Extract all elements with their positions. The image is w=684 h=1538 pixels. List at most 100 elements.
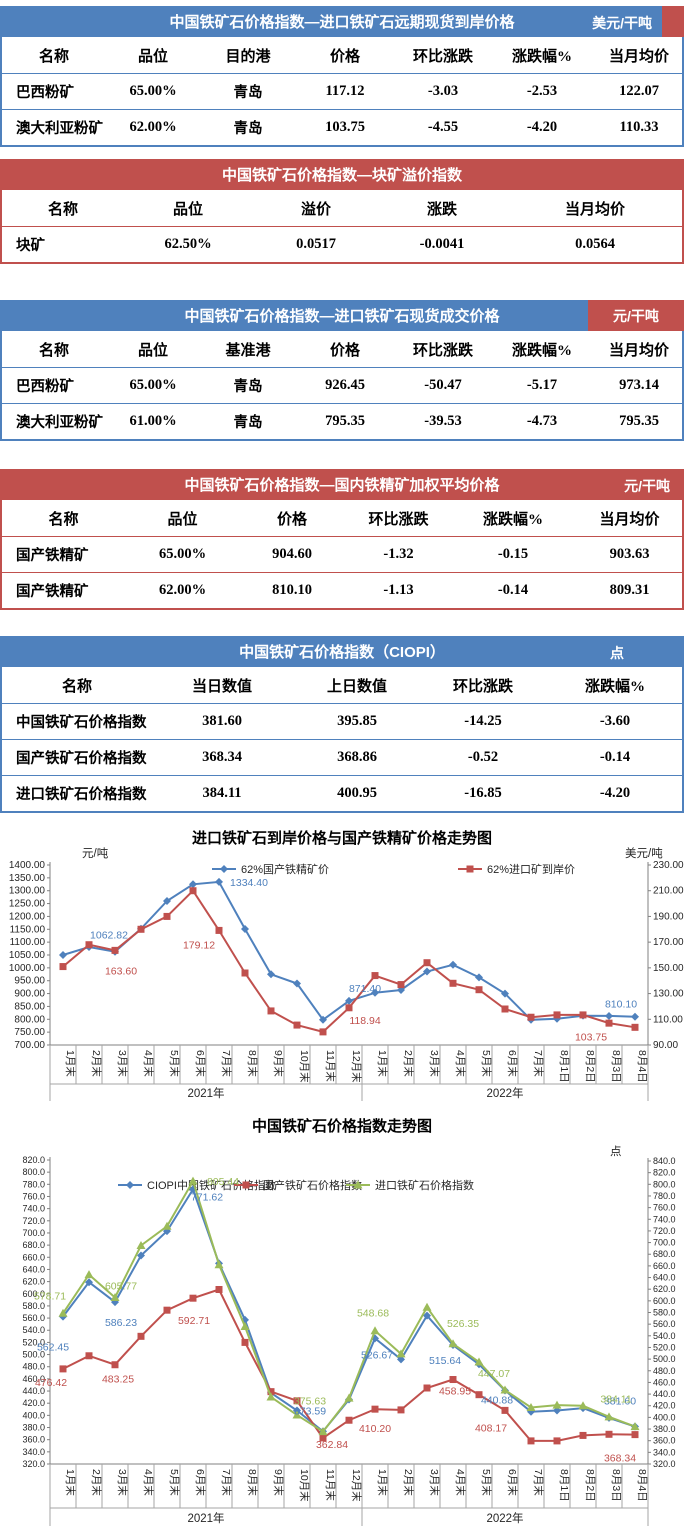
x-axis-label: 8月末 [246, 1050, 259, 1077]
chart-title: 中国铁矿石价格指数走势图 [252, 1117, 432, 1135]
square-marker [475, 1391, 483, 1399]
right-axis-tick: 480.0 [653, 1366, 676, 1376]
x-axis-label: 6月末 [506, 1050, 519, 1077]
x-axis-label: 3月末 [428, 1050, 441, 1077]
row-name-cell: 进口铁矿石价格指数 [2, 775, 152, 811]
data-label: 362.84 [316, 1439, 348, 1451]
row-name-cell: 巴西粉矿 [2, 73, 106, 110]
right-axis-tick: 680.0 [653, 1249, 676, 1259]
triangle-marker [448, 1339, 458, 1348]
right-axis-tick: 230.00 [653, 860, 684, 871]
data-label: 592.71 [178, 1315, 210, 1327]
x-axis-label: 2月末 [90, 1050, 103, 1077]
x-axis-label: 1月末 [64, 1050, 77, 1077]
x-axis-label: 3月末 [428, 1469, 441, 1496]
x-axis-label: 7月末 [532, 1050, 545, 1077]
data-label: 476.42 [35, 1377, 67, 1389]
table3-unit: 元/干吨 [613, 307, 659, 324]
column-header: 涨跌幅% [511, 48, 572, 65]
column-header-row: 名称 当日数值 上日数值 环比涨跌 涨跌幅% [2, 667, 684, 704]
column-header: 当月均价 [599, 511, 660, 528]
column-header-row: 名称 品位 价格 环比涨跌 涨跌幅% 当月均价 [2, 500, 684, 537]
table1-title: 中国铁矿石价格指数—进口铁矿石远期现货到岸价格 [169, 14, 515, 31]
data-label: 458.95 [439, 1386, 471, 1398]
diamond-marker [85, 1278, 93, 1287]
data-label: 410.20 [359, 1423, 391, 1435]
column-header: 环比涨跌 [452, 678, 513, 695]
year-group-label: 2021年 [187, 1086, 224, 1100]
square-marker [605, 1019, 613, 1027]
x-axis-label: 7月末 [220, 1050, 233, 1077]
column-header: 环比涨跌 [412, 342, 473, 359]
column-header: 品位 [172, 201, 203, 218]
square-marker [501, 1406, 509, 1414]
x-axis-label: 8月2日 [584, 1050, 596, 1083]
square-marker [449, 1376, 457, 1384]
chart-title: 进口铁矿石到岸价格与国产铁精矿价格走势图 [192, 829, 492, 847]
data-label: 179.12 [183, 939, 215, 951]
column-header: 名称 [38, 48, 69, 65]
x-axis-label: 8月1日 [558, 1469, 570, 1502]
square-marker [501, 1005, 509, 1013]
table4-header-band: 中国铁矿石价格指数—国内铁精矿加权平均价格 元/干吨 [0, 469, 684, 500]
square-marker [241, 1338, 249, 1346]
square-marker [475, 986, 483, 994]
row-name-cell: 块矿 [2, 226, 124, 262]
x-axis-label: 4月末 [142, 1050, 155, 1077]
left-axis-tick: 540.0 [22, 1325, 45, 1335]
column-header: 当日数值 [191, 678, 252, 695]
data-label: 103.75 [575, 1031, 607, 1043]
value-cell: 青岛 [200, 403, 296, 439]
left-axis-tick: 1050.00 [9, 950, 46, 961]
value-cell: 795.35 [296, 403, 394, 439]
data-label: 578.71 [34, 1290, 66, 1302]
x-axis-label: 11月末 [324, 1469, 337, 1501]
right-axis-tick: 90.00 [653, 1040, 678, 1051]
square-marker [111, 1361, 119, 1369]
legend-label: 62%国产铁精矿价 [241, 862, 329, 876]
table4: 名称 品位 价格 环比涨跌 涨跌幅% 当月均价 国产铁精矿 65.00% 904.60 -1.32… [2, 500, 684, 608]
column-header: 价格 [329, 342, 360, 359]
x-axis-label: 1月末 [376, 1469, 389, 1496]
row-name-cell: 澳大利亚粉矿 [2, 109, 106, 145]
right-axis-tick: 170.00 [653, 937, 684, 948]
data-label: 515.64 [429, 1355, 461, 1367]
table-row: 国产铁精矿 62.00% 810.10 -1.13 -0.14 809.31 [2, 572, 684, 608]
value-cell: -16.85 [422, 775, 544, 811]
diamond-marker [293, 979, 301, 988]
triangle-marker [344, 1393, 354, 1402]
diamond-marker [631, 1012, 639, 1021]
x-axis-label: 4月末 [454, 1469, 467, 1496]
x-axis-label: 8月4日 [636, 1050, 648, 1083]
x-axis-label: 8月2日 [584, 1469, 596, 1502]
column-header: 价格 [276, 511, 307, 528]
square-marker [397, 981, 405, 989]
column-header: 涨跌幅% [511, 342, 572, 359]
square-marker [111, 946, 119, 954]
square-marker [59, 963, 67, 971]
right-axis-tick: 720.0 [653, 1226, 676, 1236]
table2: 名称 品位 溢价 涨跌 当月均价 块矿 62.50% 0.0517 -0.0041 0.0564 [2, 190, 684, 262]
value-cell: -14.25 [422, 703, 544, 740]
row-name-cell: 国产铁精矿 [2, 572, 125, 608]
x-axis-label: 8月末 [246, 1469, 259, 1496]
left-axis-tick: 900.00 [14, 989, 45, 1000]
square-marker [527, 1437, 535, 1445]
left-axis-tick: 700.0 [22, 1228, 45, 1238]
column-header: 品位 [167, 511, 198, 528]
right-axis-tick: 130.00 [653, 989, 684, 1000]
value-cell: 65.00% [106, 73, 200, 110]
value-cell: 65.00% [125, 536, 240, 573]
table3: 名称 品位 基准港 价格 环比涨跌 涨跌幅% 当月均价 巴西粉矿 65.00% 青岛 926.45-… [2, 331, 684, 439]
x-axis-label: 9月末 [272, 1050, 285, 1077]
table3-title: 中国铁矿石价格指数—进口铁矿石现货成交价格 [184, 308, 500, 325]
triangle-marker [292, 1410, 302, 1419]
x-axis-label: 5月末 [480, 1469, 493, 1496]
column-header: 品位 [137, 48, 168, 65]
x-axis-label: 3月末 [116, 1469, 129, 1496]
left-axis-tick: 950.00 [14, 976, 45, 987]
diamond-marker [137, 1251, 145, 1260]
square-marker [631, 1431, 639, 1439]
column-header: 环比涨跌 [412, 48, 473, 65]
right-axis-tick: 840.0 [653, 1156, 676, 1166]
